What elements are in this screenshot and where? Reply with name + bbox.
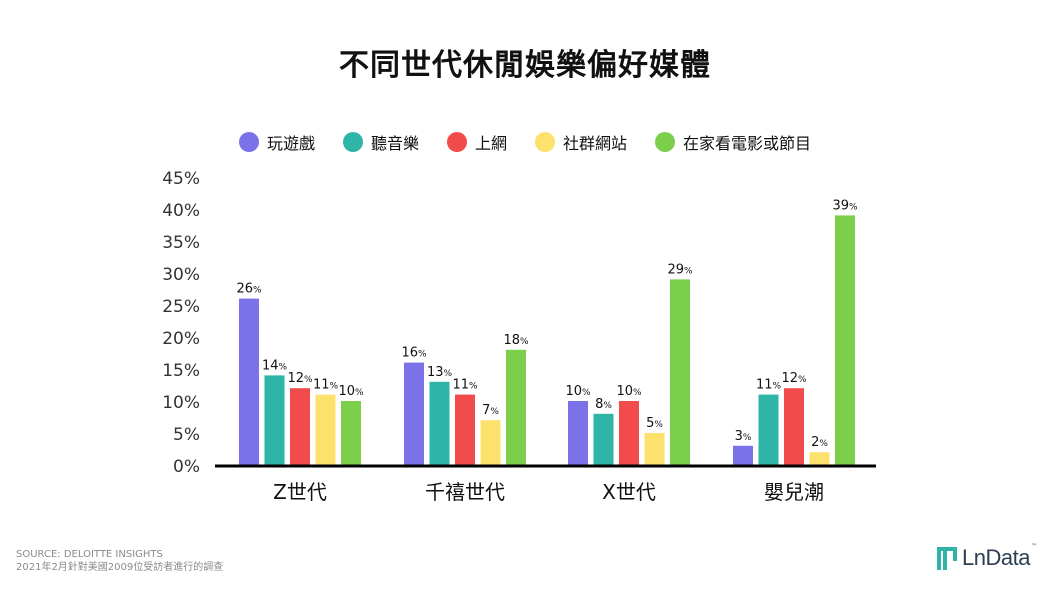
x-category-label: 千禧世代 [425,480,505,504]
data-label: 12% [781,371,807,386]
legend-swatch [342,132,363,152]
data-label: 11% [313,378,339,393]
legend-label: 聽音樂 [370,134,419,153]
chart-title: 不同世代休閒娛樂偏好媒體 [339,48,711,83]
bar [404,362,424,465]
bar [835,215,855,465]
legend-item: 聽音樂 [342,130,419,154]
y-tick-label: 25% [162,297,200,317]
x-category-label: X世代 [602,480,656,504]
data-label: 3% [735,429,752,444]
legend-item: 玩遊戲 [238,130,315,154]
data-label: 13% [427,365,453,380]
bar [455,394,475,465]
legend-label: 社群網站 [563,134,628,153]
data-label: 18% [503,333,529,348]
logo-tm: ™ [1030,543,1037,550]
legend-label: 在家看電影或節目 [683,134,812,153]
bar [809,452,830,465]
y-tick-label: 10% [162,393,200,413]
data-label: 10% [565,384,591,399]
data-label: 39% [832,198,858,213]
chart-legend: 玩遊戲 聽音樂 上網 社群網站 在家看電影或節目 [0,130,1050,154]
legend-swatch [535,132,555,152]
data-label: 2% [811,435,828,450]
bar [506,349,526,465]
logo-text: LnData [962,545,1030,570]
bar [784,388,804,465]
legend-item: 在家看電影或節目 [655,130,811,154]
bar [341,401,361,465]
data-label: 29% [667,262,693,277]
y-tick-label: 15% [162,361,200,381]
data-label: 11% [756,378,782,393]
legend-item: 上網 [446,130,507,154]
data-label: 10% [616,384,642,399]
y-tick-label: 40% [162,201,200,221]
data-label: 8% [595,397,612,412]
y-tick-label: 5% [173,425,200,445]
bar [593,413,614,465]
logo-icon [937,547,957,570]
x-category-label: 嬰兒潮 [764,480,824,504]
data-label: 12% [287,371,313,386]
y-tick-label: 45% [162,169,200,189]
data-label: 5% [646,416,663,431]
legend-label: 玩遊戲 [266,134,315,153]
y-tick-label: 20% [162,329,200,349]
y-tick-label: 30% [162,265,200,285]
lndata-logo: LnData ™ [936,543,1037,571]
bar [670,279,690,465]
data-label: 16% [401,346,427,361]
bar [239,298,259,465]
data-label: 26% [236,282,262,297]
legend-swatch [238,132,259,152]
legend-item: 社群網站 [535,130,627,154]
legend-swatch [655,132,676,152]
data-label: 11% [452,378,478,393]
data-label: 10% [338,384,364,399]
x-category-label: Z世代 [273,480,327,504]
survey-note: 2021年2月針對美國2009位受訪者進行的調查 [16,562,224,573]
y-tick-label: 35% [162,233,200,253]
legend-label: 上網 [474,134,507,153]
source-text: SOURCE: DELOITTE INSIGHTS [16,549,163,560]
footer: SOURCE: DELOITTE INSIGHTS 2021年2月針對美國200… [16,548,223,574]
y-tick-label: 0% [173,457,200,477]
bar [733,445,753,465]
bar [315,394,336,465]
data-label: 7% [482,403,499,418]
bar [568,401,588,465]
bar [429,381,450,465]
bar [758,394,779,465]
bar [480,420,501,465]
legend-swatch [446,132,467,152]
bar [644,433,665,465]
data-label: 14% [262,358,288,373]
bar [290,388,310,465]
bar [619,401,639,465]
bar [264,375,285,465]
